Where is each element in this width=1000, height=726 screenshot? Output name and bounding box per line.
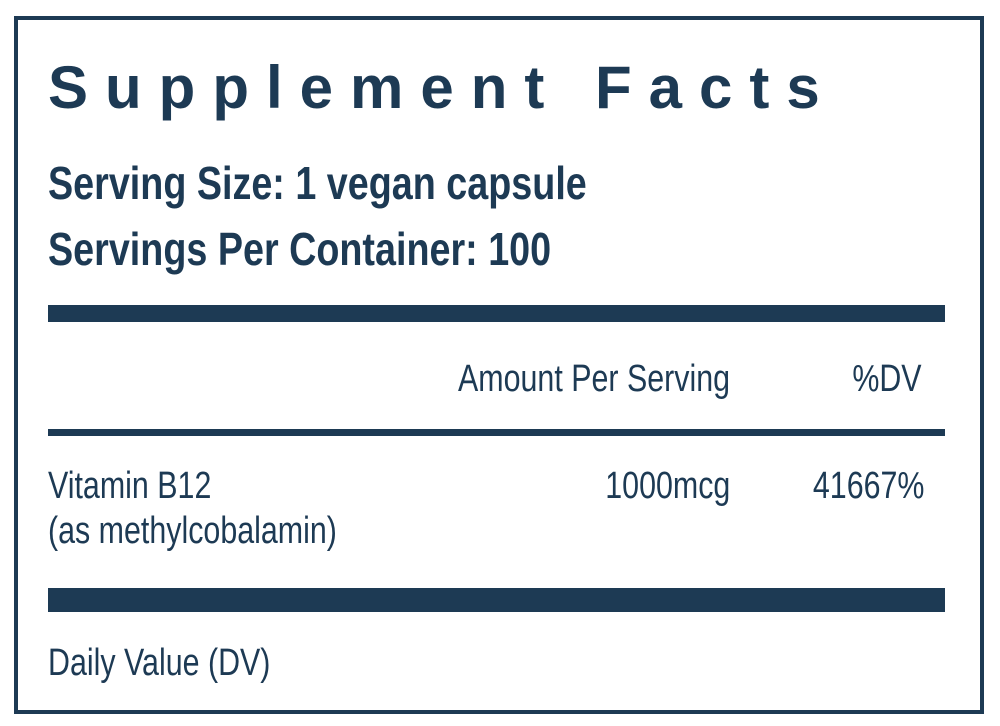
column-header: %DV — [852, 358, 922, 400]
nutrient-amount: 1000mcg — [604, 465, 730, 507]
thick-rule — [48, 305, 945, 322]
column-header: Amount Per Serving — [457, 358, 730, 400]
thin-rule — [48, 429, 945, 436]
footnote: Daily Value (DV) — [48, 642, 271, 684]
nutrient-dv: 41667% — [812, 465, 924, 507]
label-border — [14, 16, 984, 714]
serving-size: Serving Size: 1 vegan capsule — [48, 157, 587, 209]
label-title: Supplement Facts — [48, 54, 837, 121]
thick-rule — [48, 588, 945, 612]
nutrient-name: Vitamin B12 — [48, 465, 212, 507]
servings-per-container: Servings Per Container: 100 — [48, 223, 552, 275]
nutrient-source: (as methylcobalamin) — [48, 510, 337, 552]
